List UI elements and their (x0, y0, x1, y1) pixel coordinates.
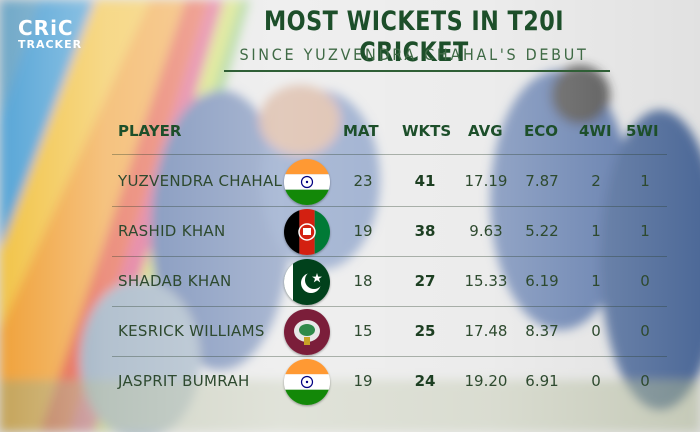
player-name: SHADAB KHAN (118, 272, 232, 290)
eco-value: 6.91 (525, 372, 559, 390)
table-row: SHADAB KHAN 18 27 15.33 6.19 1 0 (112, 257, 667, 307)
5wi-value: 0 (640, 372, 650, 390)
eco-value: 5.22 (525, 222, 559, 240)
player-name: KESRICK WILLIAMS (118, 322, 265, 340)
mat-value: 15 (353, 322, 373, 340)
mat-value: 18 (353, 272, 373, 290)
wkts-value: 41 (414, 172, 436, 190)
5wi-value: 0 (640, 322, 650, 340)
wkts-value: 27 (414, 272, 436, 290)
west-indies-flag-icon (284, 309, 330, 355)
logo-line2: TRACKER (18, 38, 83, 51)
header-avg: AVG (468, 122, 503, 140)
table-row: KESRICK WILLIAMS 15 25 17.48 8.37 0 0 (112, 307, 667, 357)
mat-value: 23 (353, 172, 373, 190)
table-row: JASPRIT BUMRAH 19 24 19.20 6.91 0 0 (112, 357, 667, 407)
player-name: YUZVENDRA CHAHAL (118, 172, 283, 190)
4wi-value: 0 (591, 322, 601, 340)
header-mat: MAT (343, 122, 379, 140)
page-title: MOST WICKETS IN T20I CRICKET (263, 6, 565, 68)
table-divider (112, 154, 667, 155)
table-divider (112, 356, 667, 357)
player-name: JASPRIT BUMRAH (118, 372, 250, 390)
5wi-value: 1 (640, 222, 650, 240)
header-player: PLAYER (118, 122, 182, 140)
table-divider (112, 306, 667, 307)
header-5wi: 5WI (626, 122, 659, 140)
5wi-value: 1 (640, 172, 650, 190)
logo-line1: CRiC (18, 16, 74, 40)
table-divider (112, 256, 667, 257)
table-row: YUZVENDRA CHAHAL 23 41 17.19 7.87 2 1 (112, 157, 667, 207)
player-name: RASHID KHAN (118, 222, 226, 240)
table-row: RASHID KHAN 19 38 9.63 5.22 1 1 (112, 207, 667, 257)
wkts-value: 38 (414, 222, 436, 240)
4wi-value: 1 (591, 222, 601, 240)
avg-value: 17.19 (464, 172, 508, 190)
eco-value: 6.19 (525, 272, 559, 290)
india-flag-icon (284, 359, 330, 405)
eco-value: 7.87 (525, 172, 559, 190)
4wi-value: 2 (591, 172, 601, 190)
mat-value: 19 (353, 372, 373, 390)
wkts-value: 25 (414, 322, 436, 340)
subtitle-underline (224, 70, 610, 72)
wkts-value: 24 (414, 372, 436, 390)
cric-tracker-logo: CRiC TRACKER (18, 18, 82, 51)
afghanistan-flag-icon (284, 209, 330, 255)
avg-value: 17.48 (464, 322, 508, 340)
avg-value: 15.33 (464, 272, 508, 290)
4wi-value: 1 (591, 272, 601, 290)
table-divider (112, 206, 667, 207)
eco-value: 8.37 (525, 322, 559, 340)
5wi-value: 0 (640, 272, 650, 290)
header-wkts: WKTS (402, 122, 452, 140)
india-flag-icon (284, 159, 330, 205)
mat-value: 19 (353, 222, 373, 240)
avg-value: 9.63 (469, 222, 503, 240)
page-subtitle: SINCE YUZVENDRA CHAHAL'S DEBUT (239, 45, 589, 64)
header-4wi: 4WI (579, 122, 612, 140)
4wi-value: 0 (591, 372, 601, 390)
pakistan-flag-icon (284, 259, 330, 305)
header-eco: ECO (524, 122, 559, 140)
avg-value: 19.20 (464, 372, 508, 390)
